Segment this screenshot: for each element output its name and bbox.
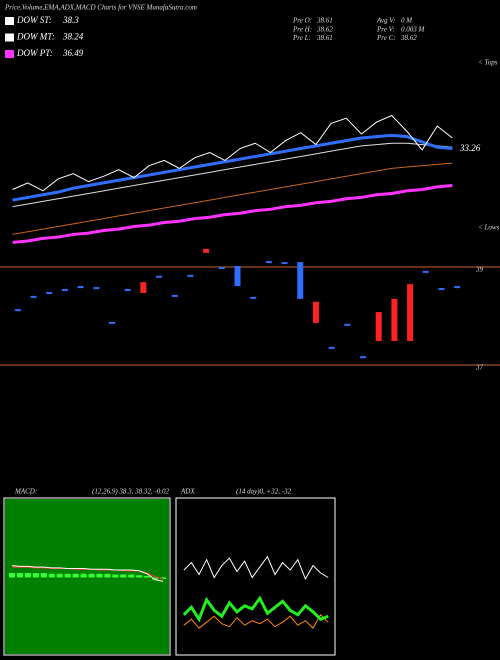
range-mark <box>203 248 210 253</box>
range-mark <box>14 309 21 312</box>
range-mark <box>140 282 147 293</box>
info-label: Pre L: <box>292 34 311 42</box>
legend-value: 38.3 <box>62 15 79 25</box>
series-line <box>11 565 164 582</box>
range-mark <box>281 262 288 265</box>
range-mark <box>250 296 257 299</box>
range-mark <box>30 295 37 298</box>
info-label: Pre O: <box>292 17 312 25</box>
series-line <box>182 595 329 623</box>
series-line <box>12 142 453 208</box>
legend-label: DOW ST: <box>16 15 52 25</box>
histogram-bar <box>24 573 31 578</box>
info-label: Avg V: <box>376 17 395 25</box>
histogram-bar <box>16 573 23 578</box>
range-mark <box>234 266 241 287</box>
range-mark <box>407 284 414 342</box>
legend-label: DOW MT: <box>16 32 55 42</box>
page-title: Price,Volume,EMA,ADX,MACD Charts for VNS… <box>4 4 197 12</box>
series-line <box>12 133 453 202</box>
series-line <box>183 613 329 629</box>
series-line <box>183 555 329 581</box>
range-mark <box>61 289 68 292</box>
range-mark <box>438 288 445 291</box>
histogram-bar <box>32 573 39 578</box>
range-mark <box>187 274 194 277</box>
histogram-bar <box>160 577 167 579</box>
histogram-bar <box>136 575 143 578</box>
macd-frame <box>3 497 171 656</box>
panel-subtitle: (14 day)0, +32, -32 <box>236 488 292 496</box>
panel-subtitle: (12,26,9) 38.3, 38.32, -0.02 <box>92 488 169 496</box>
panel-title: MACD: <box>14 488 37 496</box>
legend-value: 36.49 <box>62 48 84 58</box>
range-mark <box>77 286 84 289</box>
info-label: Pre C: <box>376 34 396 42</box>
info-value: 38.62 <box>316 25 333 33</box>
histogram-bar <box>152 577 159 580</box>
info-value: 38.61 <box>316 17 333 25</box>
info-value: 38.62 <box>400 34 417 42</box>
range-mark <box>171 294 178 297</box>
histogram-bar <box>88 573 95 578</box>
histogram-bar <box>40 573 47 578</box>
range-mark <box>312 301 319 323</box>
lows-label: < Lows <box>478 224 500 232</box>
series-line <box>12 162 453 235</box>
adx-frame <box>175 497 336 656</box>
info-value: 0 M <box>401 17 413 25</box>
range-mark <box>124 289 131 292</box>
histogram-bar <box>144 576 151 578</box>
info-label: Pre V: <box>376 25 395 33</box>
panel-bg <box>177 499 334 654</box>
y-tick-label: 39 <box>475 266 484 274</box>
range-mark <box>218 266 225 269</box>
legend-value: 38.24 <box>62 32 84 42</box>
histogram-bar <box>80 573 87 578</box>
range-mark <box>108 321 115 324</box>
range-mark <box>297 262 304 299</box>
series-line <box>12 184 453 244</box>
range-mark <box>375 312 382 342</box>
legend-label: DOW PT: <box>16 48 53 58</box>
info-value: 0.003 M <box>401 25 426 33</box>
histogram-bar <box>48 573 55 578</box>
range-mark <box>46 291 53 294</box>
info-value: 38.61 <box>316 34 333 42</box>
histogram-bar <box>112 574 119 578</box>
range-mark <box>265 261 272 264</box>
range-mark <box>422 270 429 273</box>
histogram-bar <box>8 573 15 578</box>
histogram-bar <box>64 573 71 578</box>
range-mark <box>391 298 398 342</box>
series-line <box>12 114 453 192</box>
histogram-bar <box>96 573 103 578</box>
range-mark <box>360 356 367 359</box>
histogram-bar <box>128 574 135 578</box>
range-mark <box>93 287 100 290</box>
range-mark <box>454 286 461 289</box>
last-value: 33.26 <box>459 143 481 153</box>
range-mark <box>344 323 351 326</box>
histogram-bar <box>56 573 63 578</box>
range-mark <box>156 275 163 278</box>
tops-label: < Tops <box>478 59 498 67</box>
histogram-bar <box>104 573 111 578</box>
panel-title: ADX <box>180 488 195 496</box>
y-tick-label: 37 <box>475 364 484 372</box>
histogram-bar <box>120 574 127 578</box>
legend-swatch <box>5 50 14 58</box>
range-mark <box>328 346 335 349</box>
legend-swatch <box>5 17 14 25</box>
info-label: Pre H: <box>292 25 312 33</box>
legend-swatch <box>5 33 14 42</box>
histogram-bar <box>72 573 79 578</box>
